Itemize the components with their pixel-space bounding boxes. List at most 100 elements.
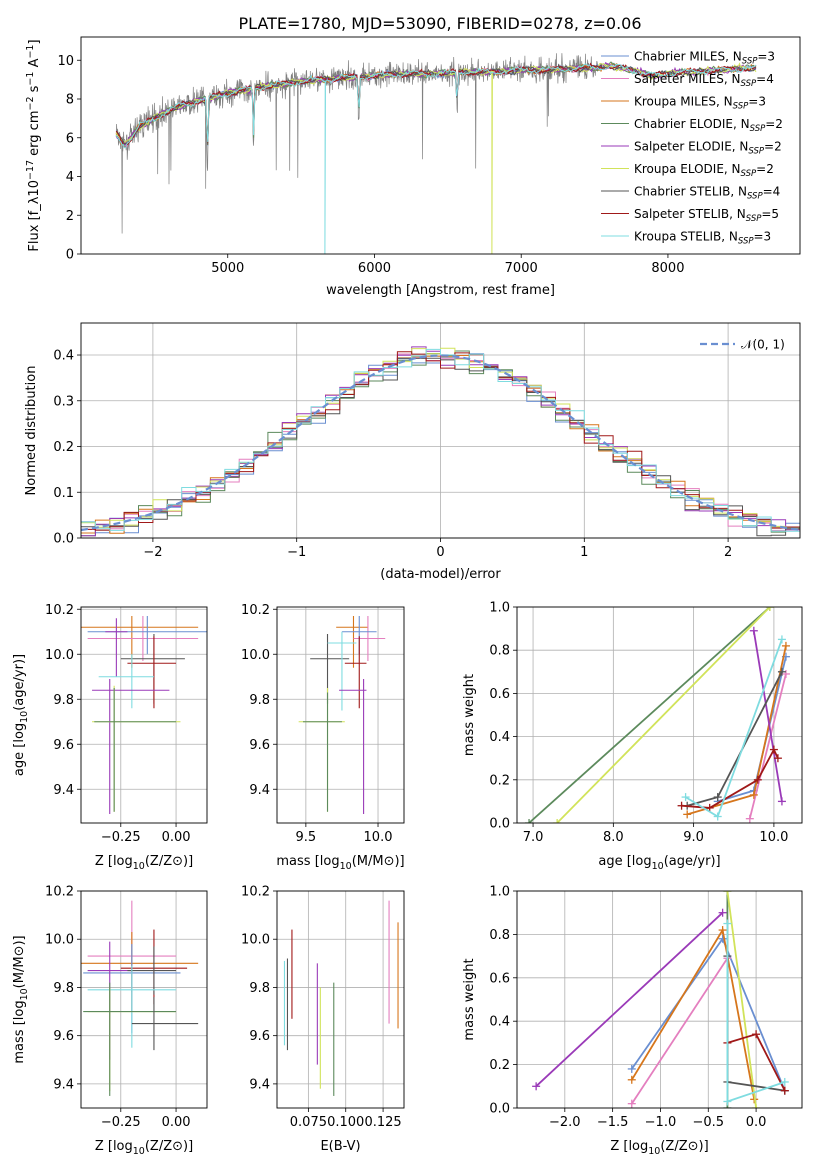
weight_vs_Z-marker	[752, 1104, 761, 1108]
residuals-plot-area	[81, 346, 800, 537]
weight_vs_Z-ytick-label: 0.4	[489, 1015, 510, 1030]
mass_vs_Z-point	[83, 982, 177, 1096]
weight_vs_Z-series-line	[631, 957, 729, 1105]
weight_vs_Z-marker	[718, 926, 727, 935]
age_vs_Z-point	[98, 654, 154, 709]
normal-reference-curve	[81, 354, 800, 532]
spectrum-xtick-label: 8000	[651, 261, 684, 276]
age_vs_mass-plot-area	[298, 616, 386, 814]
age_vs_Z-ytick-label: 10.2	[45, 603, 74, 618]
weight_vs_age-xtick-label: 8.0	[603, 830, 624, 845]
weight_vs_Z-ytick-label: 0.2	[489, 1058, 510, 1073]
weight_vs_Z-frame	[516, 890, 803, 1109]
residuals-ytick-label: 0.1	[53, 486, 74, 501]
age_vs_Z-point	[92, 679, 170, 814]
mass_vs_Z-ytick-label: 10.2	[45, 885, 74, 900]
legend-label: Salpeter ELODIE, NSSP=2	[634, 140, 782, 157]
weight_vs_age-marker	[705, 803, 714, 812]
age_vs_mass-xlabel: mass [log10(M/M⊙)]	[276, 854, 404, 872]
mass_vs_Z-ytick-label: 10.0	[45, 933, 74, 948]
weight_vs_age-series-line	[528, 607, 771, 823]
age_vs_Z-ytick-label: 10.0	[45, 648, 74, 663]
age_vs_mass-point	[302, 692, 342, 812]
weight_vs_Z-xlabel: Z [log10(Z/Z⊙)]	[610, 1139, 708, 1157]
weight_vs_age-ytick-label: 0.4	[489, 730, 510, 745]
weight_vs_Z-marker	[752, 1030, 761, 1039]
weight_vs_Z-ytick-label: 0.8	[489, 928, 510, 943]
mass_vs_ebv-xtick-label: 0.075	[290, 1115, 327, 1130]
weight_vs_age-marker	[683, 810, 692, 819]
weight_vs_age-marker	[777, 635, 786, 644]
residuals-xtick-label: −1	[287, 545, 306, 560]
weight_vs_age-marker	[777, 797, 786, 806]
mass_vs_ebv-axes: 0.075 0.100 0.125 9.4 9.6 9.8 10.0 10.2 E(B-V)	[241, 885, 405, 1154]
spectrum-xlabel: wavelength [Angstrom, rest frame]	[326, 283, 555, 298]
age_vs_Z-ytick-label: 9.6	[53, 738, 74, 753]
weight_vs_age-axes: 7.0 8.0 9.0 10.0 0.0 0.2 0.4 0.6 0.8 1.0 age [log1…	[462, 601, 803, 872]
age_vs_mass-ytick-label: 9.6	[249, 738, 270, 753]
age_vs_Z-ytick-label: 9.4	[53, 783, 74, 798]
spectrum-ytick-label: 4	[66, 170, 74, 185]
age_vs_Z-axes: −0.25 0.00 9.4 9.6 9.8 10.0 10.2 Z [log10(Z/Z⊙)…	[12, 603, 208, 872]
weight_vs_Z-marker	[718, 934, 727, 943]
legend-label: Chabrier STELIB, NSSP=4	[634, 185, 780, 202]
age_vs_mass-xtick-label: 9.5	[296, 830, 317, 845]
spectrum-ytick-label: 10	[57, 54, 74, 69]
legend-label: Chabrier ELODIE, NSSP=2	[634, 117, 783, 134]
mass_vs_ebv-frame	[276, 890, 405, 1109]
age_vs_Z-point	[127, 636, 177, 709]
weight_vs_Z-series-line	[726, 891, 757, 1108]
age_vs_mass-ytick-label: 10.0	[241, 648, 270, 663]
spectrum-model-line	[115, 63, 757, 254]
weight_vs_age-xtick-label: 7.0	[523, 830, 544, 845]
mass_vs_ebv-xlabel: E(B-V)	[320, 1139, 360, 1154]
age_vs_Z-frame	[80, 606, 208, 824]
weight_vs_Z-marker	[627, 1099, 636, 1108]
weight_vs_age-ytick-label: 0.2	[489, 773, 510, 788]
spectrum-plot-area	[115, 53, 757, 254]
weight_vs_Z-marker	[723, 891, 732, 895]
weight_vs_age-marker	[681, 793, 690, 802]
weight_vs_Z-ytick-label: 0.0	[489, 1102, 510, 1117]
weight_vs_age-plot-area	[525, 607, 790, 823]
spectrum-frame	[80, 36, 801, 255]
age_vs_mass-xtick-label: 10.0	[364, 830, 393, 845]
weight_vs_age-marker	[553, 819, 562, 823]
weight_vs_age-marker	[745, 814, 754, 823]
weight_vs_age-ylabel: mass weight	[462, 674, 477, 756]
weight_vs_age-marker	[525, 819, 534, 823]
weight_vs_age-frame	[516, 606, 803, 824]
mass_vs_Z-point	[127, 946, 177, 995]
spectrum-ytick-label: 6	[66, 131, 74, 146]
age_vs_Z-point	[105, 618, 128, 677]
mass_vs_Z-point	[131, 997, 199, 1051]
residuals-frame	[80, 322, 801, 539]
residual-histogram	[81, 348, 800, 532]
weight_vs_age-marker	[753, 775, 762, 784]
residuals-ytick-label: 0.4	[53, 349, 74, 364]
weight_vs_Z-xtick-label: −2.0	[549, 1115, 581, 1130]
spectrum-ytick-label: 8	[66, 93, 74, 108]
weight_vs_age-marker	[773, 754, 782, 763]
mass_vs_Z-ylabel: mass [log10(M/M⊙)]	[12, 935, 30, 1063]
spectrum-xtick-label: 5000	[211, 261, 244, 276]
spectrum-model-line	[115, 63, 757, 145]
age_vs_mass-ytick-label: 9.4	[249, 783, 270, 798]
mass_vs_Z-axes: −0.25 0.00 9.4 9.6 9.8 10.0 10.2 Z [log10(Z/Z⊙)…	[12, 885, 208, 1157]
mass_vs_Z-xtick-label: −0.25	[101, 1115, 141, 1130]
mass_vs_Z-point	[87, 965, 177, 1048]
weight_vs_age-marker	[713, 793, 722, 802]
spectrum-xtick-label: 7000	[505, 261, 538, 276]
age_vs_mass-ytick-label: 10.2	[241, 603, 270, 618]
spectrum-ytick-label: 0	[66, 248, 74, 263]
age_vs_mass-point	[339, 679, 367, 814]
mass_vs_ebv-ytick-label: 10.2	[241, 885, 270, 900]
residuals-axes: −2 −1 0 1 2 0.0 0.1 0.2 0.3 0.4 (data-model)/error…	[24, 322, 801, 582]
mass_vs_ebv-plot-area	[283, 900, 399, 1096]
residual-histogram	[81, 351, 800, 531]
mass_vs_ebv-xtick-label: 0.125	[364, 1115, 401, 1130]
weight_vs_Z-marker	[780, 1086, 789, 1095]
spectrum-axes: 5000 6000 7000 8000 0 2 4 6 8 10 wavelength [Angst…	[25, 36, 801, 298]
weight_vs_Z-xtick-label: −1.5	[597, 1115, 629, 1130]
weight_vs_Z-xtick-label: −0.5	[692, 1115, 724, 1130]
